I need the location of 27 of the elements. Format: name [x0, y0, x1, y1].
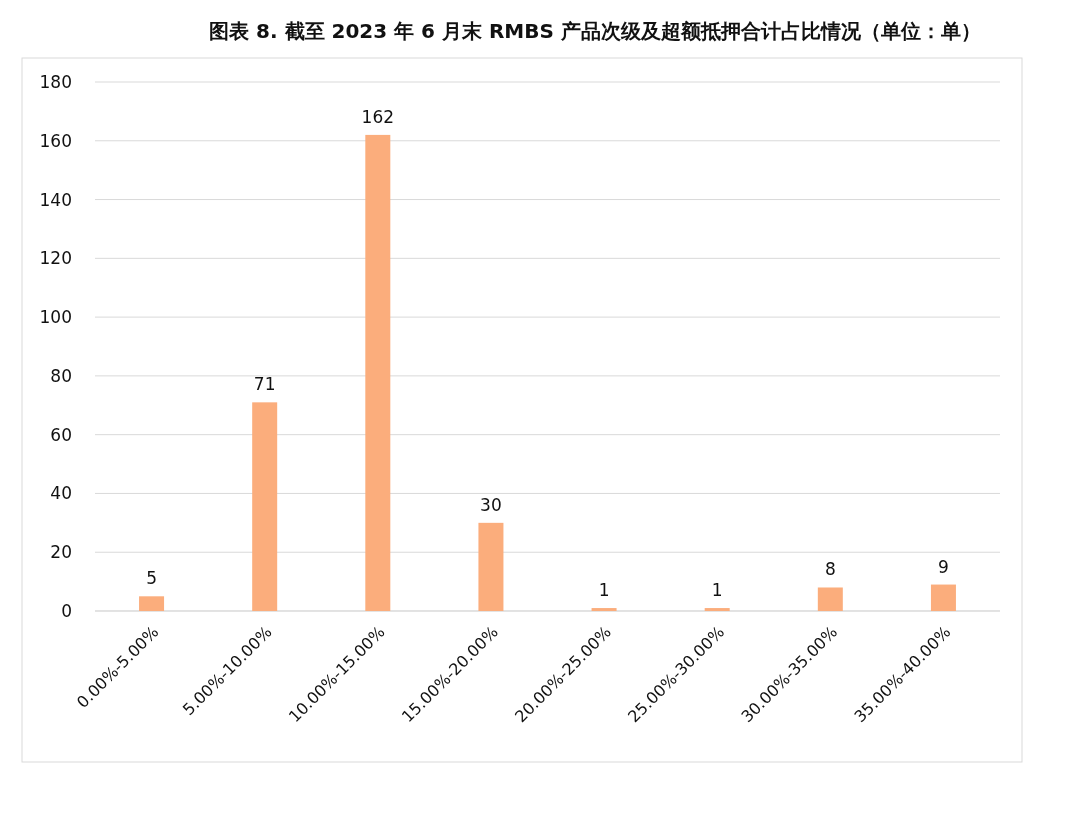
y-tick-label: 160 [39, 130, 72, 151]
y-tick-label: 0 [61, 601, 72, 621]
bar [252, 402, 278, 611]
data-label: 1 [711, 580, 723, 601]
data-label: 71 [253, 374, 276, 395]
y-tick-label: 60 [50, 424, 72, 445]
bar [591, 608, 617, 611]
data-label: 9 [938, 556, 949, 577]
bar [817, 587, 843, 611]
y-tick-label: 180 [39, 72, 72, 92]
y-tick-label: 140 [39, 189, 72, 210]
y-tick-label: 80 [50, 365, 72, 386]
bar [365, 134, 391, 611]
data-label: 8 [824, 559, 836, 580]
bar [478, 522, 504, 611]
data-label: 1 [598, 580, 610, 601]
y-tick-label: 20 [50, 542, 72, 563]
y-tick-label: 40 [50, 483, 72, 504]
data-label: 30 [480, 494, 502, 515]
bar [704, 608, 730, 611]
bar [139, 596, 165, 611]
y-tick-label: 120 [39, 248, 72, 269]
chart-title: 图表 8. 截至 2023 年 6 月末 RMBS 产品次级及超额抵押合计占比情况（单位：单） [209, 19, 981, 43]
bar [930, 584, 956, 611]
data-label: 5 [146, 568, 157, 589]
y-tick-label: 100 [39, 307, 72, 328]
data-label: 162 [361, 106, 395, 127]
